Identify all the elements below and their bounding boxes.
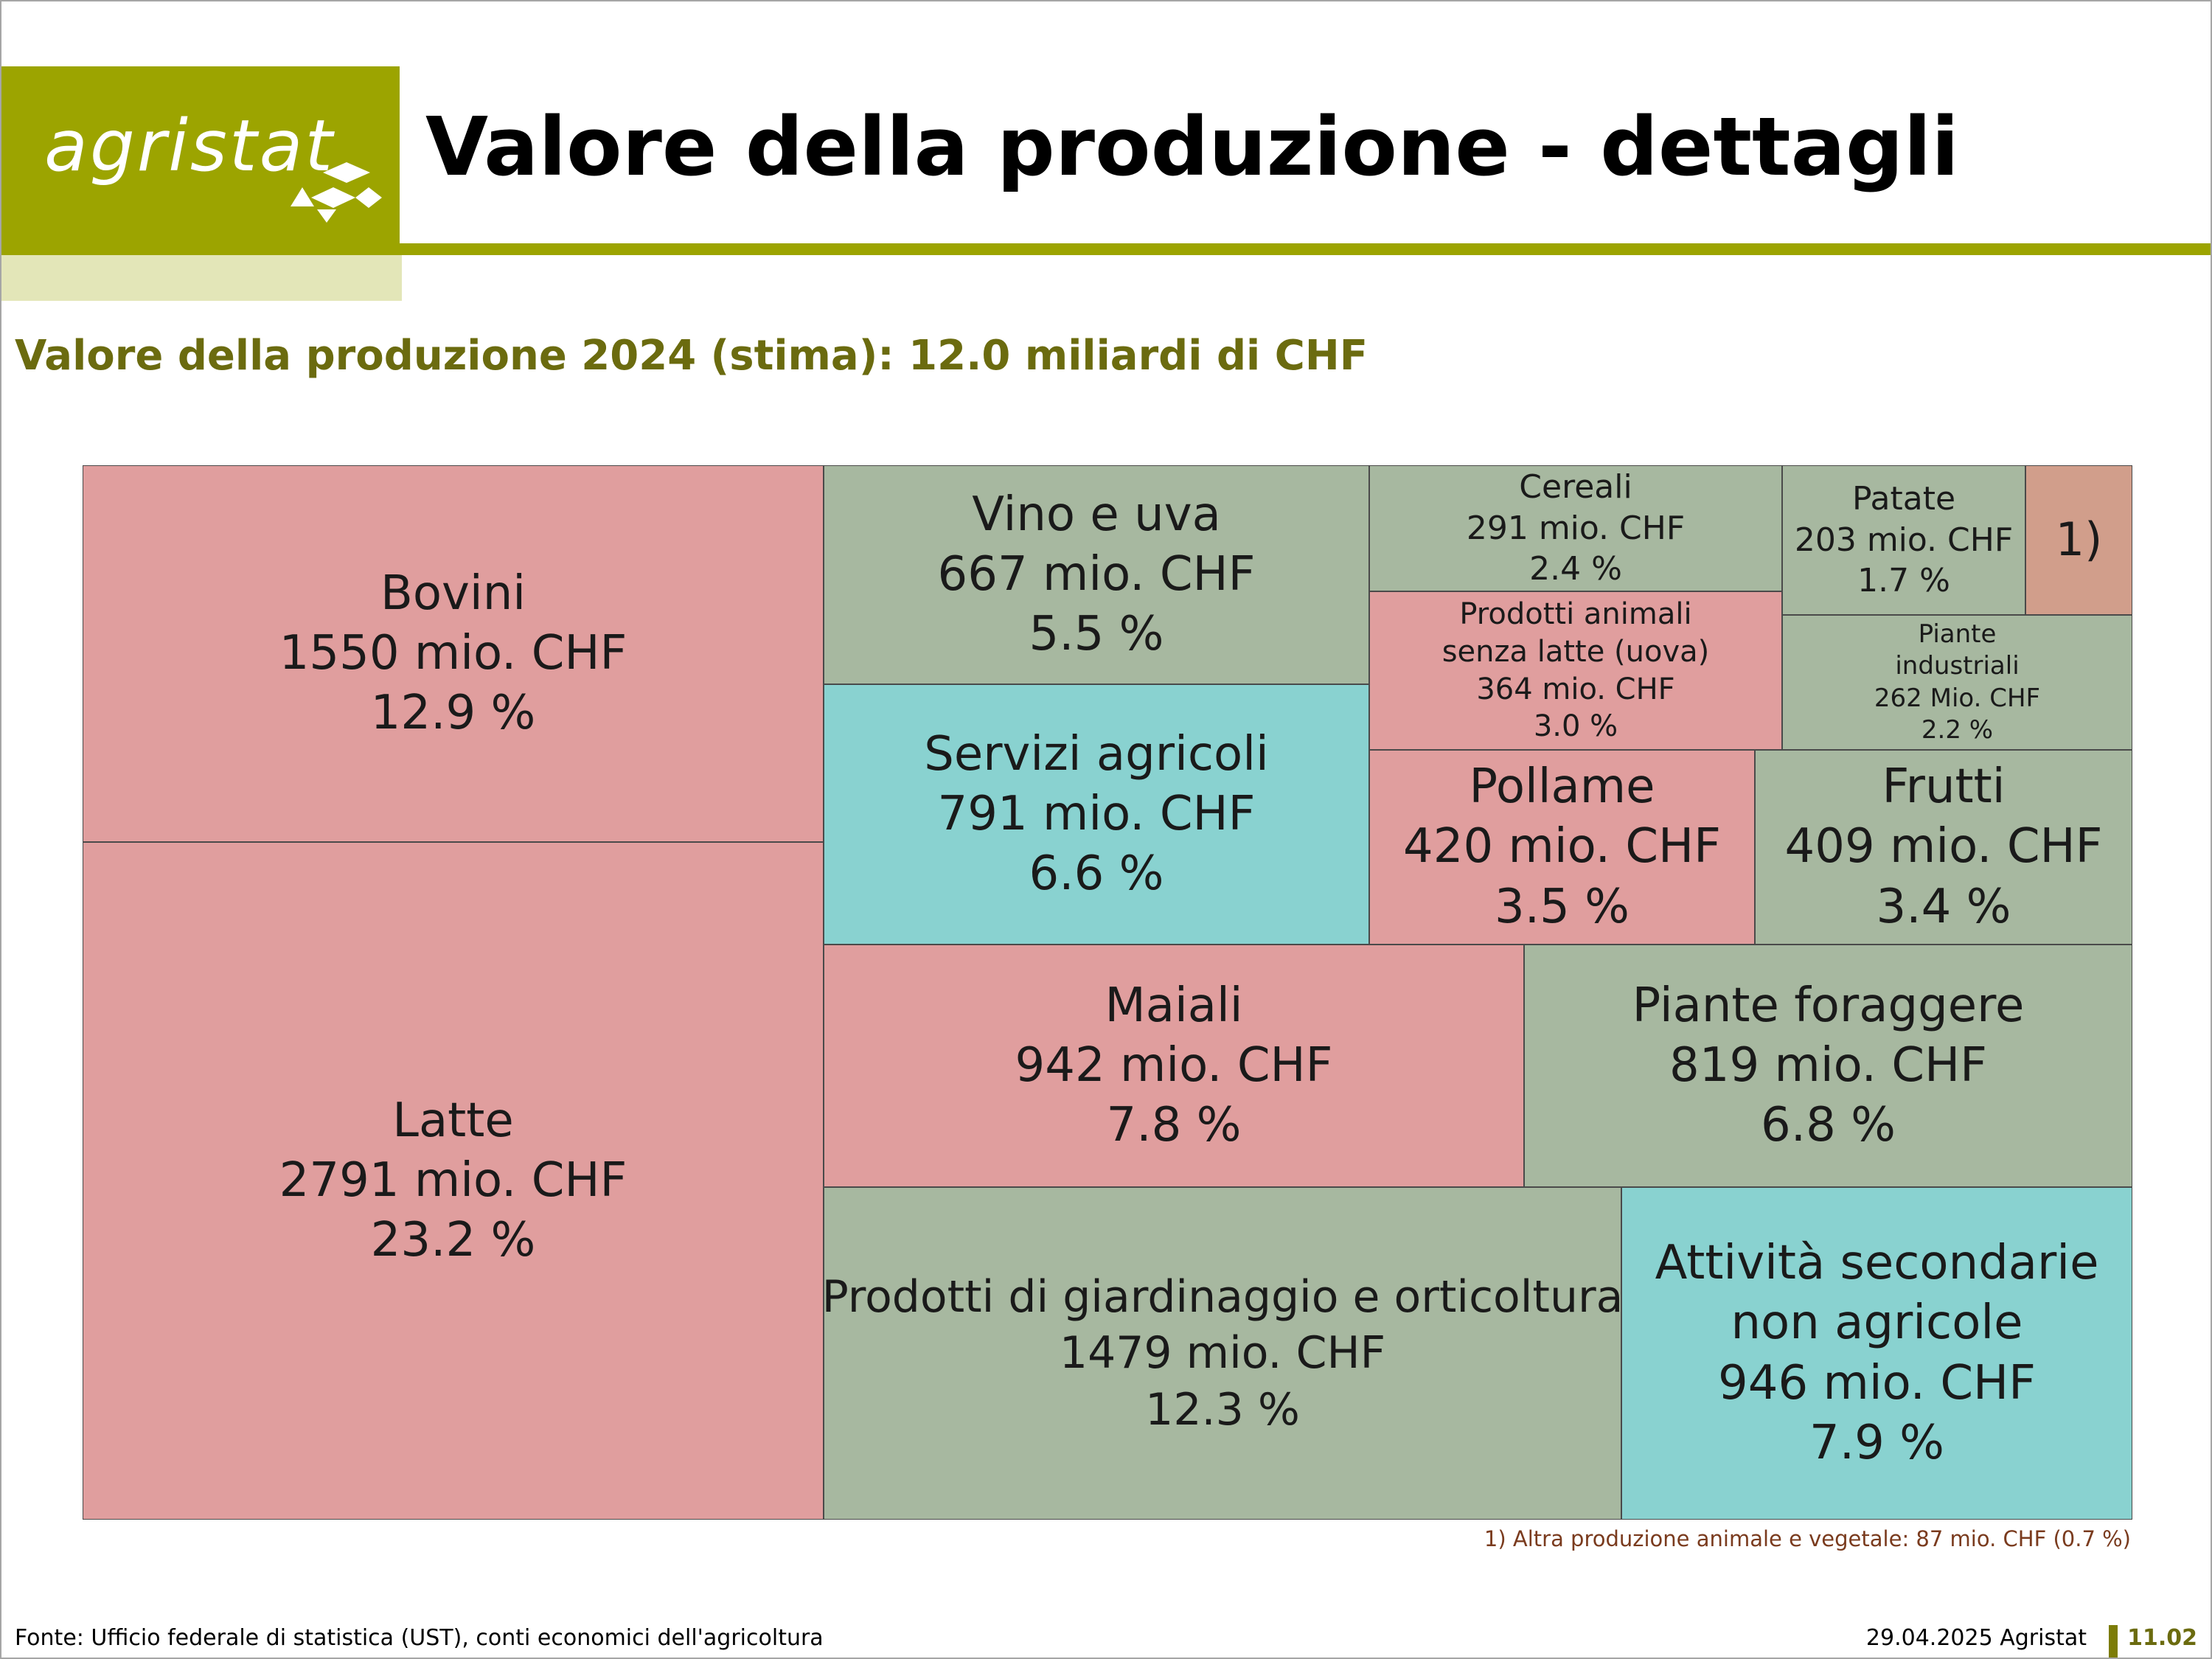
tile-label: Maiali xyxy=(1105,978,1243,1033)
tile-share: 3.5 % xyxy=(1495,879,1630,934)
tile-value: 262 Mio. CHF xyxy=(1874,683,2041,713)
logo-wordmark: agristat xyxy=(44,105,335,187)
treemap-tile-latte: Latte 2791 mio. CHF 23.2 % xyxy=(83,842,824,1520)
logo-diamond-icon xyxy=(291,162,382,223)
treemap-tile-pollame: Pollame 420 mio. CHF 3.5 % xyxy=(1369,750,1755,945)
treemap-chart: Bovini 1550 mio. CHF 12.9 % Latte 2791 mio. … xyxy=(83,465,2132,1520)
chart-title: Valore della produzione 2024 (stima): 12… xyxy=(15,332,1368,380)
tile-label: industriali xyxy=(1895,651,2020,681)
tile-value: 667 mio. CHF xyxy=(937,546,1256,602)
tile-value: 942 mio. CHF xyxy=(1015,1037,1333,1093)
page-number: 11.02 xyxy=(2127,1625,2197,1651)
date-label: 29.04.2025 Agristat xyxy=(1865,1625,2087,1651)
tile-label: Prodotti animali xyxy=(1459,597,1692,631)
tile-share: 5.5 % xyxy=(1029,607,1164,662)
tile-share: 12.3 % xyxy=(1145,1383,1300,1436)
tile-value: 1479 mio. CHF xyxy=(1059,1327,1386,1380)
source-note: Fonte: Ufficio federale di statistica (U… xyxy=(15,1625,824,1651)
treemap-tile-bovini: Bovini 1550 mio. CHF 12.9 % xyxy=(83,465,824,842)
tile-share: 12.9 % xyxy=(370,686,536,741)
tile-label: non agricole xyxy=(1731,1295,2023,1351)
tile-share: 1.7 % xyxy=(1857,562,1950,600)
treemap-tile-servizi-agricoli: Servizi agricoli 791 mio. CHF 6.6 % xyxy=(824,684,1369,945)
tile-share: 23.2 % xyxy=(370,1213,536,1268)
tile-label: Pollame xyxy=(1469,759,1655,815)
treemap-tile-prodotti-animali-senza-latte-uova: Prodotti animali senza latte (uova) 364 mi… xyxy=(1369,591,1782,750)
header-rule xyxy=(400,243,2211,255)
treemap-tile-vino-e-uva: Vino e uva 667 mio. CHF 5.5 % xyxy=(824,465,1369,684)
treemap-tile-piante-foraggere: Piante foraggere 819 mio. CHF 6.8 % xyxy=(1524,945,2132,1187)
treemap-tile-cereali: Cereali 291 mio. CHF 2.4 % xyxy=(1369,465,1782,591)
tile-label: senza latte (uova) xyxy=(1441,634,1710,669)
page-number-divider xyxy=(2109,1625,2118,1658)
tile-label: Cereali xyxy=(1519,467,1632,506)
tile-share: 6.8 % xyxy=(1761,1098,1896,1153)
tile-value: 364 mio. CHF xyxy=(1476,672,1675,706)
treemap-tile-piante-industriali: Piante industriali 262 Mio. CHF 2.2 % xyxy=(1782,615,2132,750)
treemap-tile-prodotti-di-giardinaggio-e-orticoltura: Prodotti di giardinaggio e orticoltura 14… xyxy=(824,1187,1621,1520)
tile-share: 2.4 % xyxy=(1529,550,1622,588)
tile-label: Piante xyxy=(1918,619,1997,650)
tile-value: 1550 mio. CHF xyxy=(279,625,627,681)
tile-label: Frutti xyxy=(1882,759,2006,815)
tile-label: 1) xyxy=(2055,512,2103,567)
treemap-tile-attivita-secondarie-non-agricole: Attività secondarie non agricole 946 mio. … xyxy=(1621,1187,2132,1520)
tile-share: 2.2 % xyxy=(1921,714,1994,745)
tile-label: Attività secondarie xyxy=(1655,1235,2099,1290)
tile-label: Vino e uva xyxy=(972,487,1221,542)
tile-value: 203 mio. CHF xyxy=(1794,521,2014,559)
tile-value: 409 mio. CHF xyxy=(1784,819,2103,874)
logo-accent-band xyxy=(1,255,402,301)
slide-title: Valore della produzione - dettagli xyxy=(425,100,1960,194)
tile-label: Servizi agricoli xyxy=(924,726,1269,782)
chart-footnote: 1) Altra produzione animale e vegetale: … xyxy=(1484,1526,2131,1551)
tile-value: 791 mio. CHF xyxy=(937,786,1256,841)
tile-share: 6.6 % xyxy=(1029,846,1164,902)
agristat-logo: agristat xyxy=(1,66,400,255)
tile-label: Latte xyxy=(392,1093,514,1148)
tile-value: 819 mio. CHF xyxy=(1669,1037,1987,1093)
treemap-tile-1: 1) xyxy=(2025,465,2132,615)
tile-share: 3.0 % xyxy=(1533,709,1618,744)
tile-value: 420 mio. CHF xyxy=(1403,819,1721,874)
tile-value: 291 mio. CHF xyxy=(1466,509,1686,547)
treemap-tile-patate: Patate 203 mio. CHF 1.7 % xyxy=(1782,465,2025,615)
tile-share: 3.4 % xyxy=(1876,879,2011,934)
tile-share: 7.9 % xyxy=(1809,1415,1944,1470)
tile-label: Patate xyxy=(1851,479,1956,518)
tile-value: 2791 mio. CHF xyxy=(279,1152,627,1208)
tile-label: Piante foraggere xyxy=(1632,978,2025,1033)
tile-share: 7.8 % xyxy=(1106,1098,1242,1153)
tile-label: Prodotti di giardinaggio e orticoltura xyxy=(824,1271,1621,1324)
treemap-tile-maiali: Maiali 942 mio. CHF 7.8 % xyxy=(824,945,1524,1187)
tile-value: 946 mio. CHF xyxy=(1718,1355,2036,1411)
tile-label: Bovini xyxy=(380,566,526,621)
treemap-tile-frutti: Frutti 409 mio. CHF 3.4 % xyxy=(1755,750,2132,945)
